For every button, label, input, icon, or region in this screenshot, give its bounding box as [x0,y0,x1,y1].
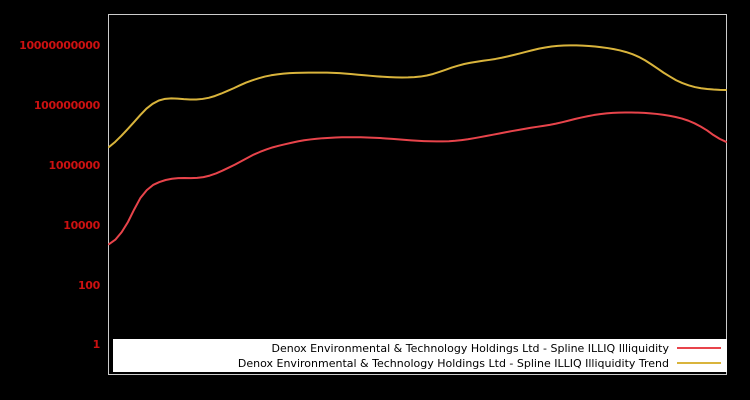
legend-swatch-illiq [677,347,721,349]
plot-frame-border [108,14,727,375]
legend-entry-illiq-trend: Denox Environmental & Technology Holding… [238,356,721,371]
y-axis-tick-10000000000: 10000000000 [19,39,100,52]
series-line-illiq [108,111,727,246]
chart-legend: Denox Environmental & Technology Holding… [113,339,727,372]
legend-label-illiq-trend: Denox Environmental & Technology Holding… [237,356,669,370]
series-line-illiq-trend [108,44,727,149]
y-axis-tick-10000: 10000 [63,219,100,232]
y-axis-tick-1000000: 1000000 [48,159,101,172]
y-axis-tick-1: 1 [92,338,101,351]
series-lines-layer [108,44,727,246]
y-axis-tick-100: 100 [77,279,100,292]
legend-entry-illiq: Denox Environmental & Technology Holding… [271,341,721,356]
legend-label-illiq: Denox Environmental & Technology Holding… [271,341,670,355]
legend-swatch-illiq-trend [677,362,721,364]
y-axis-tick-100000000: 100000000 [33,99,100,112]
